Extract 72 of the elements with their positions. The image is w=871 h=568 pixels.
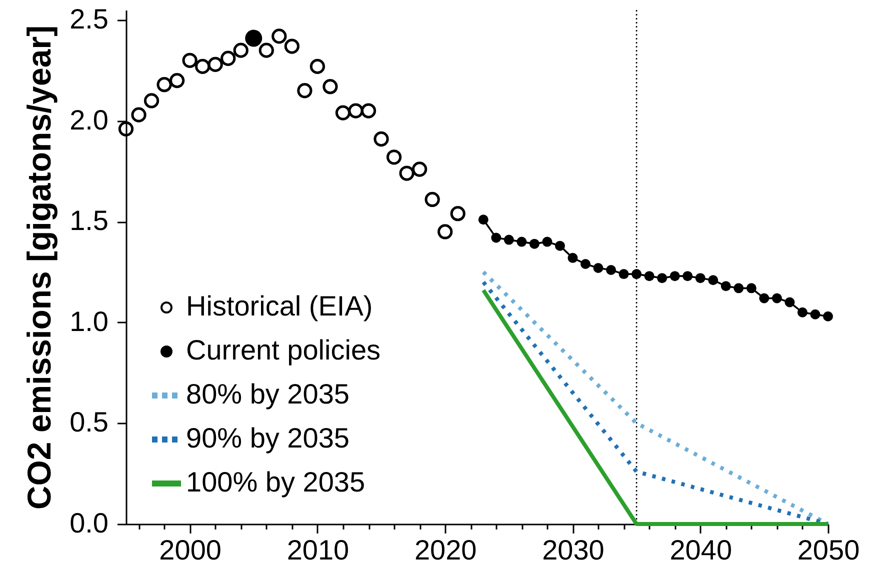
point (131, 107, 146, 122)
point (335, 105, 351, 120)
x-tick-label: 2040 (670, 534, 732, 566)
point (542, 236, 552, 247)
point (233, 42, 248, 58)
y-tick-label: 2.5 (70, 4, 108, 35)
point (374, 131, 389, 147)
point (593, 263, 604, 273)
point (272, 28, 287, 44)
point (695, 273, 706, 284)
point (759, 293, 770, 304)
point (491, 232, 502, 243)
point (322, 79, 338, 94)
point (657, 273, 668, 284)
y-tick-label: 0.5 (70, 406, 108, 438)
legend-label: 90% by 2035 (186, 422, 350, 454)
point (529, 238, 540, 249)
y-axis-title: CO2 emissions [gigatons/year] (20, 25, 58, 510)
point (734, 283, 744, 294)
point (399, 166, 414, 181)
point (784, 297, 795, 308)
point (746, 283, 756, 294)
point (258, 42, 274, 58)
y-tick-label: 2.0 (70, 104, 108, 136)
point (504, 234, 514, 245)
point (284, 38, 300, 54)
point (516, 236, 527, 247)
point (169, 72, 185, 88)
point (568, 252, 578, 263)
x-tick-label: 2000 (159, 534, 222, 566)
point (580, 258, 590, 269)
point (606, 265, 616, 276)
point (118, 121, 134, 136)
point (708, 275, 718, 286)
point (412, 162, 428, 177)
legend-label: Historical (EIA) (186, 290, 373, 322)
point (670, 271, 680, 282)
x-tick-label: 2030 (542, 534, 604, 566)
point (208, 56, 223, 72)
x-tick-label: 2010 (286, 534, 350, 566)
point (554, 240, 565, 251)
point (450, 206, 466, 222)
y-tick-label: 1.0 (70, 306, 108, 337)
point (310, 58, 326, 74)
y-tick-label: 0.0 (70, 508, 108, 538)
point (797, 307, 808, 318)
point (478, 214, 488, 225)
point (156, 77, 172, 92)
point (386, 150, 402, 165)
point (360, 103, 376, 118)
legend-label: 100% by 2035 (186, 466, 366, 498)
legend-label: 80% by 2035 (186, 378, 350, 410)
legend-label: Current policies (186, 334, 381, 366)
point (220, 50, 236, 66)
point (644, 271, 654, 282)
point (772, 293, 782, 304)
point (618, 269, 629, 280)
point (720, 281, 731, 292)
point (823, 311, 833, 322)
x-tick-label: 2020 (414, 534, 477, 566)
point (438, 224, 453, 240)
point (810, 309, 820, 320)
point (297, 83, 312, 98)
point (195, 58, 210, 74)
x-tick-label: 2050 (797, 534, 860, 566)
y-tick-label: 1.5 (70, 205, 108, 236)
point (144, 93, 160, 108)
point (682, 271, 693, 282)
point (182, 52, 198, 68)
point (348, 103, 364, 118)
point (632, 269, 642, 280)
point (424, 192, 440, 208)
